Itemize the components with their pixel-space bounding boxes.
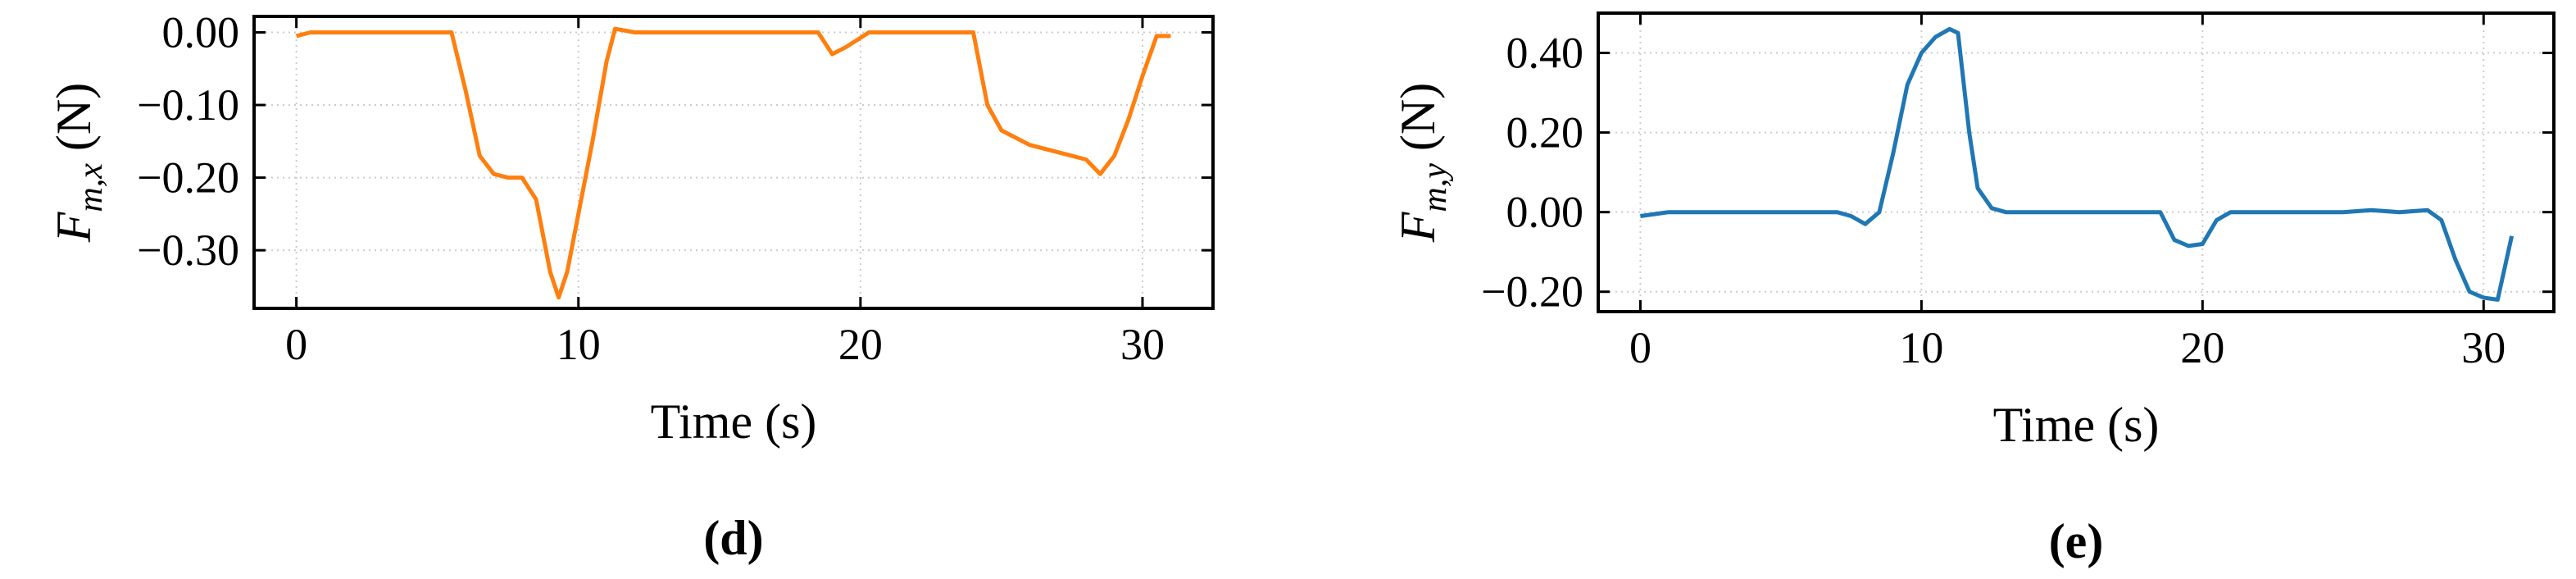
x-tick-label: 0 [285, 320, 307, 369]
y-label-subscript: m,x [72, 163, 110, 212]
y-tick-label: −0.30 [137, 226, 239, 275]
data-line [295, 26, 1171, 300]
y-tick-label: −0.10 [137, 80, 239, 130]
panel-caption: (e) [2049, 514, 2104, 568]
x-tick-label: 10 [557, 320, 601, 369]
y-tick-label: −0.20 [137, 153, 239, 203]
y-label-subscript: m,y [1416, 163, 1454, 212]
y-label-space [1391, 151, 1445, 163]
y-label-symbol: F [1391, 211, 1445, 243]
panel-caption: (d) [703, 511, 763, 565]
data-line [1640, 26, 2515, 302]
x-tick-label: 20 [2180, 323, 2224, 372]
y-label-unit: (N) [1391, 83, 1445, 151]
y-label-symbol: F [47, 211, 101, 243]
y-axis-label: Fm,x (N) [47, 83, 110, 243]
x-tick-label: 30 [2461, 323, 2506, 372]
x-axis-label: Time (s) [1993, 398, 2160, 452]
x-axis-label: Time (s) [651, 394, 817, 449]
plot-frame [252, 15, 1215, 310]
x-tick-label: 20 [838, 320, 883, 369]
y-tick-label: 0.00 [1506, 188, 1584, 237]
plot-frame [1597, 11, 2556, 313]
y-axis-label: Fm,y (N) [1391, 83, 1454, 243]
y-label-space [47, 151, 101, 163]
y-label-unit: (N) [47, 83, 101, 151]
y-tick-label: 0.20 [1506, 108, 1584, 157]
y-tick-label: 0.40 [1506, 29, 1584, 78]
x-tick-label: 0 [1629, 323, 1651, 372]
x-tick-label: 10 [1899, 323, 1943, 372]
x-tick-label: 30 [1120, 320, 1165, 369]
y-tick-label: 0.00 [162, 7, 240, 57]
y-tick-label: −0.20 [1481, 267, 1583, 317]
